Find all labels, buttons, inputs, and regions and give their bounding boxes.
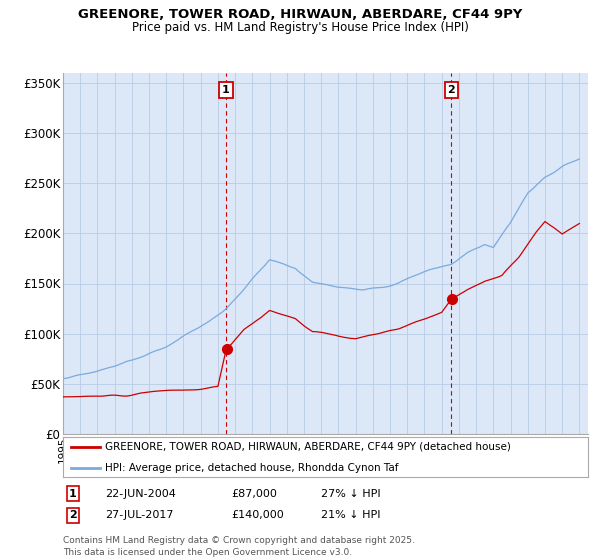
- Text: 2: 2: [69, 510, 77, 520]
- Text: 2: 2: [448, 85, 455, 95]
- Text: 22-JUN-2004: 22-JUN-2004: [105, 489, 176, 499]
- Text: 27-JUL-2017: 27-JUL-2017: [105, 510, 173, 520]
- Text: 21% ↓ HPI: 21% ↓ HPI: [321, 510, 380, 520]
- Text: HPI: Average price, detached house, Rhondda Cynon Taf: HPI: Average price, detached house, Rhon…: [105, 463, 398, 473]
- Text: GREENORE, TOWER ROAD, HIRWAUN, ABERDARE, CF44 9PY (detached house): GREENORE, TOWER ROAD, HIRWAUN, ABERDARE,…: [105, 442, 511, 452]
- Text: Contains HM Land Registry data © Crown copyright and database right 2025.
This d: Contains HM Land Registry data © Crown c…: [63, 536, 415, 557]
- Text: £140,000: £140,000: [231, 510, 284, 520]
- Text: 27% ↓ HPI: 27% ↓ HPI: [321, 489, 380, 499]
- Text: 1: 1: [222, 85, 230, 95]
- Text: 1: 1: [69, 489, 77, 499]
- Text: GREENORE, TOWER ROAD, HIRWAUN, ABERDARE, CF44 9PY: GREENORE, TOWER ROAD, HIRWAUN, ABERDARE,…: [78, 8, 522, 21]
- Text: £87,000: £87,000: [231, 489, 277, 499]
- Text: Price paid vs. HM Land Registry's House Price Index (HPI): Price paid vs. HM Land Registry's House …: [131, 21, 469, 34]
